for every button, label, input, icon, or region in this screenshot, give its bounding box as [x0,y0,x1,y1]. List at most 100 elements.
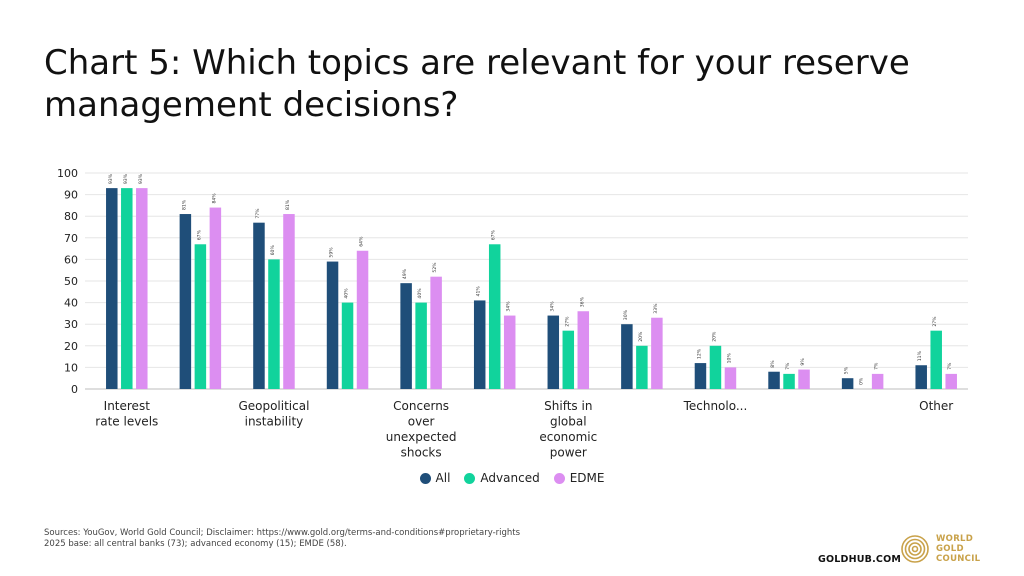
data-label: 81% [181,199,187,210]
legend-item-all[interactable]: All [419,471,451,485]
data-label: 12% [696,348,702,359]
data-label: 52% [432,262,438,273]
gold-rings-icon [901,535,929,563]
footnote-sources: Sources: YouGov, World Gold Council; Dis… [44,528,521,538]
bar-all[interactable] [694,363,707,389]
chart-title: Chart 5: Which topics are relevant for y… [44,43,910,125]
data-label: 34% [506,301,512,312]
x-tick-label: Shifts in global economic power [539,399,597,460]
footnote: Sources: YouGov, World Gold Council; Dis… [44,528,520,550]
bar-advanced[interactable] [930,330,942,389]
data-label: 60% [270,245,276,256]
bar-all[interactable] [326,261,339,389]
data-label: 5% [844,366,850,374]
bar-all[interactable] [473,300,486,389]
bar-advanced[interactable] [268,259,280,389]
y-tick-label: 20 [64,340,78,353]
data-label: 11% [917,350,923,361]
bar-advanced[interactable] [415,302,427,389]
data-label: 40% [417,288,423,299]
data-label: 64% [359,236,365,247]
y-tick-label: 30 [64,318,78,331]
data-label: 8% [770,360,776,368]
bar-chart: 0 10 20 30 40 50 60 70 80 90 100 93% 93% 93% 81% 67% 84… [57,167,968,460]
bar-all[interactable] [841,378,854,389]
bar-edme[interactable] [503,315,516,389]
data-label: 67% [196,229,202,240]
bar-all[interactable] [253,222,265,389]
x-tick-label: Other [919,399,953,413]
bar-edme[interactable] [136,188,148,389]
data-label: 27% [564,316,570,327]
legend-swatch-all [419,472,431,484]
bar-edme[interactable] [283,214,295,389]
bar-all[interactable] [400,283,412,389]
logo-text: WORLD GOLD COUNCIL [936,534,980,564]
bars [106,188,957,389]
legend-swatch-edme [553,472,565,484]
y-tick-label: 10 [64,361,78,374]
data-label: 0% [859,377,865,385]
x-tick-label: Geopolitical instability [238,399,309,429]
bar-advanced[interactable] [488,244,501,389]
gridlines [85,172,968,390]
data-labels: 93% 93% 93% 81% 67% 84% 77% 60% 81% 59% 40% 64% 49% 4… [108,173,953,385]
data-label: 36% [579,296,585,307]
legend-item-edme[interactable]: EDME [553,471,604,485]
data-label: 7% [785,362,791,370]
x-tick-label: Interest rate levels [95,399,158,429]
bar-edme[interactable] [356,250,369,389]
bar-all[interactable] [621,324,633,389]
data-label: 7% [947,362,953,370]
bar-edme[interactable] [945,373,957,389]
data-label: 34% [549,301,555,312]
legend-label-all: All [435,471,451,485]
y-tick-label: 60 [64,253,78,266]
bar-all[interactable] [179,214,192,389]
footnote-base: 2025 base: all central banks (73); advan… [44,539,347,549]
goldhub-link[interactable]: GOLDHUB.COM [818,554,902,565]
data-label: 49% [402,268,408,279]
data-label: 33% [653,303,659,314]
x-axis-labels: Interest rate levels Geopolitical instabili… [95,399,953,460]
data-label: 93% [138,173,144,184]
y-tick-label: 40 [64,297,78,310]
bar-advanced[interactable] [783,373,795,389]
bar-advanced[interactable] [194,244,207,389]
bar-advanced[interactable] [636,345,648,389]
y-tick-label: 0 [71,383,78,396]
data-label: 81% [285,199,291,210]
bar-advanced[interactable] [709,345,722,389]
bar-edme[interactable] [724,367,737,389]
bar-edme[interactable] [577,311,590,389]
bar-edme[interactable] [209,207,222,389]
data-label: 20% [711,331,717,342]
data-label: 9% [800,358,806,366]
logo-line-3: COUNCIL [936,554,981,564]
world-gold-council-logo[interactable]: WORLD GOLD COUNCIL [900,534,980,564]
y-tick-label: 70 [64,232,78,245]
bar-edme[interactable] [798,369,810,389]
bar-advanced[interactable] [121,188,133,389]
data-label: 10% [726,353,732,364]
y-tick-label: 50 [64,275,78,288]
bar-advanced[interactable] [341,302,354,389]
legend-label-advanced: Advanced [480,471,540,485]
data-label: 30% [623,309,629,320]
bar-all[interactable] [106,188,118,389]
data-label: 77% [255,208,261,219]
legend-item-advanced[interactable]: Advanced [464,471,540,485]
legend-swatch-advanced [464,472,476,484]
bar-all[interactable] [915,365,927,389]
bar-edme[interactable] [651,317,663,389]
bar-advanced[interactable] [562,330,575,389]
bar-all[interactable] [547,315,560,389]
data-label: 27% [932,316,938,327]
data-label: 20% [638,331,644,342]
y-tick-label: 90 [64,189,78,202]
bar-all[interactable] [768,371,780,389]
bar-edme[interactable] [430,276,442,389]
x-tick-label: Technolo... [683,399,748,413]
data-label: 67% [491,229,497,240]
bar-edme[interactable] [871,373,884,389]
